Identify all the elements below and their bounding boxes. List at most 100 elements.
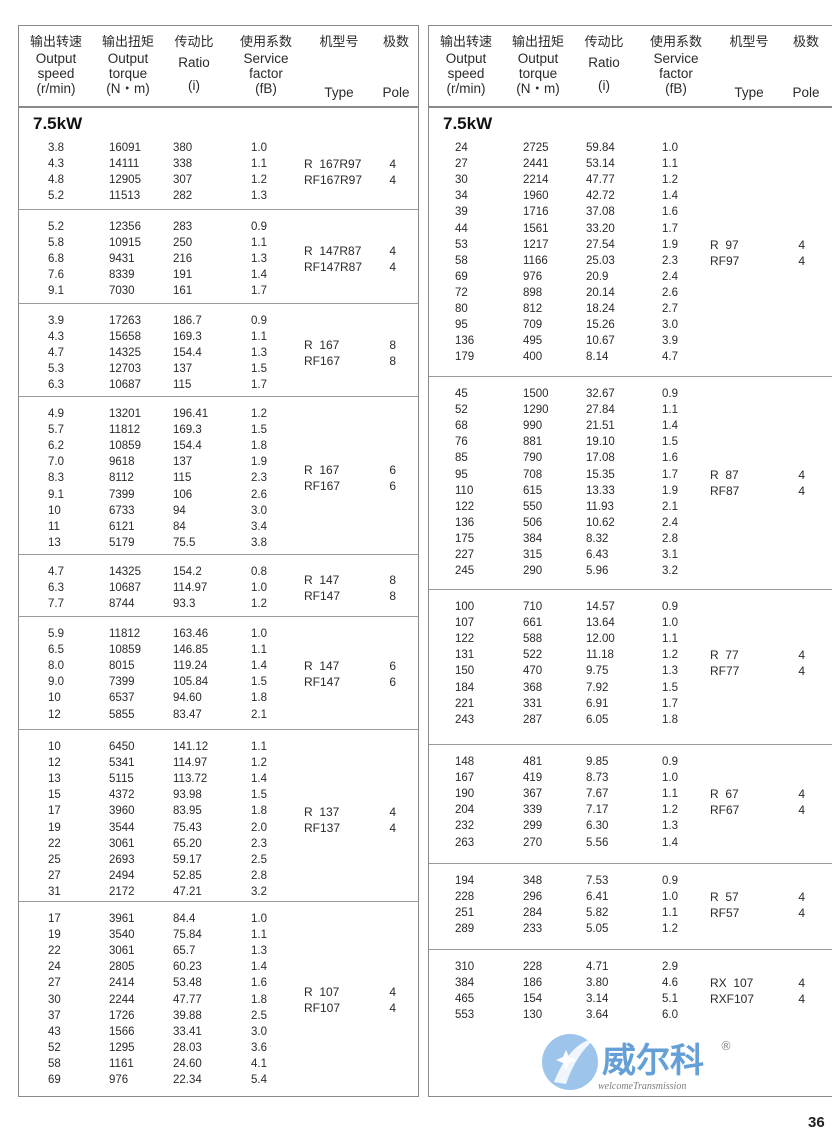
model-type: R 167R97 RF167R97 [304, 156, 362, 188]
ratio: 141.12 [173, 741, 209, 753]
table-row: 4.7 14325 154.2 0.8 [19, 564, 418, 580]
pole-line: 4 [798, 648, 805, 663]
model-type: R 147R87 RF147R87 [304, 243, 362, 275]
type-line: RF167 [304, 479, 341, 494]
table-row: 43 1566 33.41 3.0 [19, 1024, 418, 1040]
output-speed: 12 [48, 757, 61, 770]
table-row: 10 6733 94 3.0 [19, 503, 418, 519]
type-line: RF57 [710, 906, 740, 921]
output-torque: 400 [523, 351, 543, 364]
pole-line: 4 [389, 1000, 396, 1015]
type-line: R 167 [304, 463, 340, 478]
header-en2: torque [108, 66, 148, 81]
type-line: RF107 [304, 1000, 341, 1015]
output-torque: 6121 [109, 520, 135, 533]
spec-group: 10 6450 141.12 1.1 12 5341 114.97 1.2 13 5115 113.… [19, 729, 418, 902]
ratio: 5.56 [586, 836, 609, 849]
service-factor: 2.6 [251, 488, 267, 501]
ratio: 12.00 [586, 633, 615, 646]
output-torque: 5341 [109, 757, 135, 770]
table-row: 4.8 12905 307 1.2 [19, 172, 418, 188]
watermark-brand: 威尔科 [602, 1041, 704, 1081]
header-unit: Type [324, 85, 354, 100]
table-row: 10 6450 141.12 1.1 [19, 739, 418, 755]
table-row: 95 708 15.35 1.7 [429, 467, 832, 483]
table-row: 3.9 17263 186.7 0.9 [19, 313, 418, 329]
header-cn: 输出转速 [29, 34, 82, 49]
ratio: 146.85 [173, 644, 209, 657]
table-row: 136 506 10.62 2.4 [429, 515, 832, 531]
output-torque: 3544 [109, 821, 135, 834]
pole-line: 4 [389, 173, 396, 188]
output-torque: 12703 [109, 363, 141, 376]
table-row: 131 522 11.18 1.2 [429, 647, 832, 663]
table-row: 5.8 10915 250 1.1 [19, 235, 418, 251]
output-speed: 194 [455, 875, 475, 887]
pole-line: 8 [389, 354, 396, 369]
ratio: 338 [173, 158, 193, 171]
output-speed: 5.3 [48, 363, 64, 376]
output-speed: 227 [455, 549, 475, 561]
header-cn: 传动比 [584, 34, 624, 49]
table-row: 228 296 6.41 1.0 [429, 889, 832, 905]
type-line: RF167 [304, 354, 341, 369]
service-factor: 3.0 [251, 504, 267, 517]
service-factor: 1.2 [251, 598, 267, 611]
output-torque: 2414 [109, 977, 135, 990]
ratio: 6.05 [586, 713, 609, 726]
ratio: 28.03 [173, 1041, 202, 1054]
service-factor: 1.2 [251, 757, 267, 770]
table-row: 175 384 8.32 2.8 [429, 531, 832, 547]
table-row: 31 2172 47.21 3.2 [19, 884, 418, 900]
header-unit: Pole [792, 85, 820, 100]
service-factor: 1.3 [662, 820, 678, 833]
output-speed: 184 [455, 681, 475, 694]
header-en1: Ratio [178, 55, 210, 70]
watermark-logo: 威尔科 ® welcomeTransmission [540, 1032, 740, 1092]
service-factor: 1.1 [662, 158, 678, 171]
table-row: 184 368 7.92 1.5 [429, 680, 832, 696]
output-torque: 16091 [109, 142, 141, 154]
service-factor: 2.3 [251, 472, 267, 485]
service-factor: 1.2 [662, 174, 678, 187]
table-row: 69 976 22.34 5.4 [19, 1072, 418, 1088]
service-factor: 1.7 [662, 468, 678, 481]
output-torque: 367 [523, 788, 543, 801]
service-factor: 0.9 [662, 756, 678, 768]
output-speed: 221 [455, 697, 475, 710]
spec-group: 310 228 4.71 2.9 384 186 3.80 4.6 465 154 3.14 5.1 5… [429, 949, 832, 1098]
spec-group: 194 348 7.53 0.9 228 296 6.41 1.0 251 284 5.82 1.1 2… [429, 863, 832, 950]
table-row: 58 1166 25.03 2.3 [429, 253, 832, 269]
pole-line: 4 [798, 787, 805, 802]
table-row: 9.1 7030 161 1.7 [19, 283, 418, 299]
service-factor: 1.9 [662, 484, 678, 497]
ratio: 154.2 [173, 566, 202, 578]
power-title: 7.5kW [33, 114, 83, 133]
service-factor: 0.9 [251, 315, 267, 327]
ratio: 114.97 [173, 582, 208, 595]
table-row: 122 588 12.00 1.1 [429, 631, 832, 647]
ratio: 5.96 [586, 565, 609, 578]
service-factor: 2.8 [251, 869, 267, 882]
ratio: 6.43 [586, 549, 609, 561]
output-torque: 6450 [109, 741, 135, 753]
ratio: 19.10 [586, 436, 615, 449]
service-factor: 1.3 [251, 253, 267, 266]
output-torque: 270 [523, 836, 543, 849]
output-torque: 1290 [523, 404, 549, 417]
service-factor: 2.6 [662, 286, 678, 299]
table-row: 148 481 9.85 0.9 [429, 754, 832, 770]
output-speed: 5.8 [48, 237, 64, 250]
service-factor: 1.1 [662, 633, 678, 646]
output-speed: 3.9 [48, 315, 64, 327]
registered-mark: ® [720, 1039, 732, 1053]
service-factor: 0.9 [662, 388, 678, 400]
table-row: 167 419 8.73 1.0 [429, 770, 832, 786]
table-row: 27 2494 52.85 2.8 [19, 868, 418, 884]
output-torque: 3061 [109, 945, 135, 958]
service-factor: 2.5 [251, 1009, 267, 1022]
pole-line: 8 [389, 338, 396, 353]
output-torque: 1500 [523, 388, 549, 400]
table-row: 9.1 7399 106 2.6 [19, 487, 418, 503]
service-factor: 1.4 [662, 836, 678, 849]
